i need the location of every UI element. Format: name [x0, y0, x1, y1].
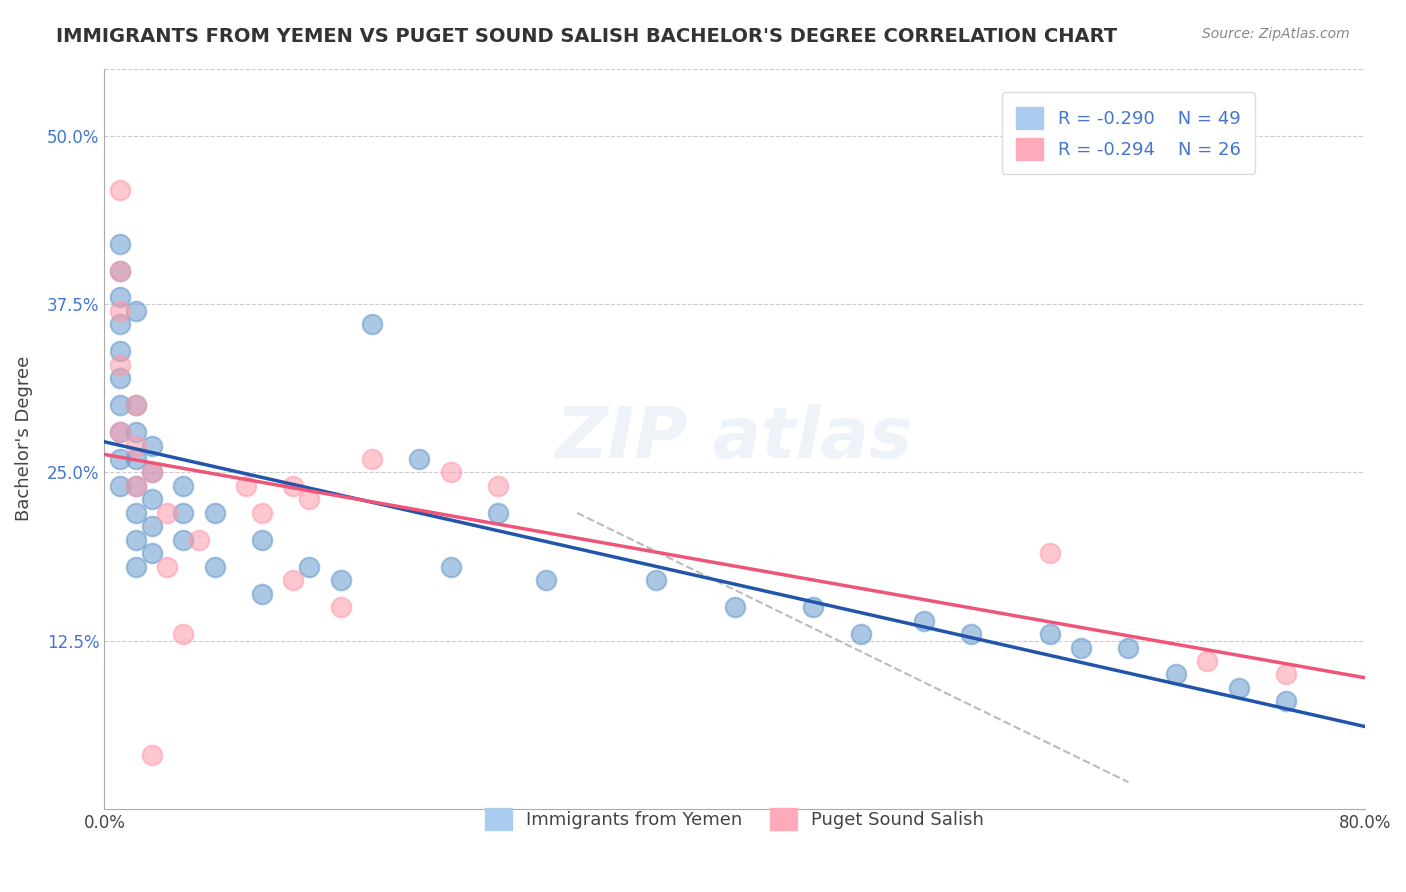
- Legend: Immigrants from Yemen, Puget Sound Salish: Immigrants from Yemen, Puget Sound Salis…: [471, 794, 998, 845]
- Point: [108, 183, 131, 197]
- Point: [250, 506, 273, 520]
- Point: [204, 559, 226, 574]
- Point: [108, 425, 131, 439]
- Point: [156, 506, 179, 520]
- Point: [960, 627, 983, 641]
- Point: [125, 506, 148, 520]
- Point: [108, 452, 131, 467]
- Point: [723, 600, 745, 615]
- Point: [125, 479, 148, 493]
- Text: IMMIGRANTS FROM YEMEN VS PUGET SOUND SALISH BACHELOR'S DEGREE CORRELATION CHART: IMMIGRANTS FROM YEMEN VS PUGET SOUND SAL…: [56, 27, 1118, 45]
- Point: [125, 398, 148, 412]
- Point: [187, 533, 209, 547]
- Point: [125, 439, 148, 453]
- Point: [1070, 640, 1092, 655]
- Point: [108, 318, 131, 332]
- Point: [329, 573, 352, 587]
- Point: [108, 425, 131, 439]
- Point: [108, 236, 131, 251]
- Point: [298, 559, 321, 574]
- Point: [298, 492, 321, 507]
- Point: [141, 466, 163, 480]
- Point: [125, 398, 148, 412]
- Point: [1197, 654, 1219, 668]
- Point: [283, 573, 305, 587]
- Point: [172, 533, 194, 547]
- Point: [644, 573, 666, 587]
- Point: [141, 466, 163, 480]
- Point: [125, 425, 148, 439]
- Point: [361, 452, 384, 467]
- Point: [108, 263, 131, 277]
- Point: [1039, 546, 1062, 560]
- Point: [250, 587, 273, 601]
- Point: [125, 452, 148, 467]
- Text: Source: ZipAtlas.com: Source: ZipAtlas.com: [1202, 27, 1350, 41]
- Y-axis label: Bachelor's Degree: Bachelor's Degree: [15, 356, 32, 522]
- Point: [141, 546, 163, 560]
- Point: [108, 398, 131, 412]
- Point: [408, 452, 430, 467]
- Point: [1275, 694, 1298, 708]
- Point: [141, 748, 163, 763]
- Point: [440, 466, 463, 480]
- Point: [1164, 667, 1187, 681]
- Point: [1118, 640, 1140, 655]
- Point: [108, 358, 131, 372]
- Point: [125, 479, 148, 493]
- Point: [108, 263, 131, 277]
- Point: [486, 479, 509, 493]
- Point: [172, 479, 194, 493]
- Point: [1275, 667, 1298, 681]
- Point: [1039, 627, 1062, 641]
- Point: [849, 627, 872, 641]
- Point: [486, 506, 509, 520]
- Point: [329, 600, 352, 615]
- Point: [125, 304, 148, 318]
- Point: [283, 479, 305, 493]
- Point: [235, 479, 257, 493]
- Point: [108, 344, 131, 359]
- Point: [1227, 681, 1250, 695]
- Point: [156, 559, 179, 574]
- Point: [172, 506, 194, 520]
- Point: [912, 614, 935, 628]
- Point: [141, 519, 163, 533]
- Point: [361, 318, 384, 332]
- Point: [141, 439, 163, 453]
- Point: [125, 533, 148, 547]
- Point: [440, 559, 463, 574]
- Text: ZIP atlas: ZIP atlas: [555, 404, 912, 474]
- Point: [125, 559, 148, 574]
- Point: [141, 492, 163, 507]
- Point: [108, 290, 131, 304]
- Point: [250, 533, 273, 547]
- Point: [172, 627, 194, 641]
- Point: [803, 600, 825, 615]
- Point: [108, 304, 131, 318]
- Point: [108, 371, 131, 385]
- Point: [204, 506, 226, 520]
- Point: [108, 479, 131, 493]
- Point: [534, 573, 557, 587]
